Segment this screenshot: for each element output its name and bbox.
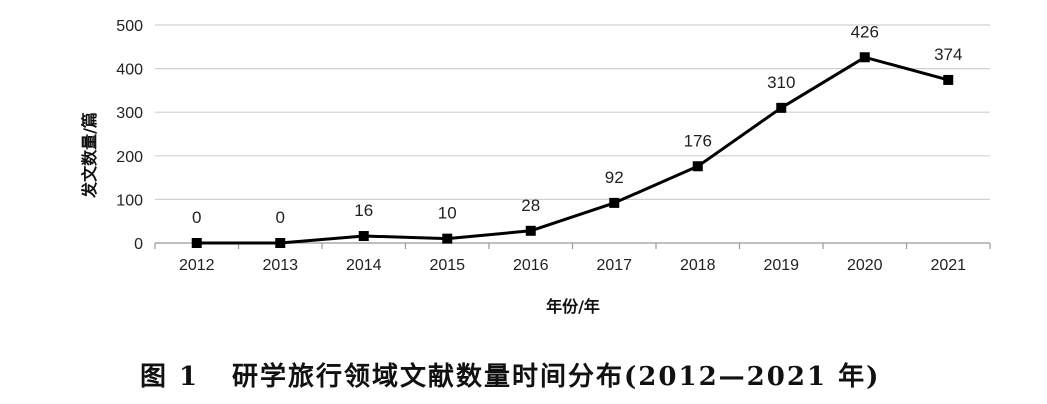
y-axis-tick-labels: 0 100 200 300 400 500 <box>116 18 143 253</box>
grid-lines <box>155 24 990 200</box>
figure-caption: 研学旅行领域文献数量时间分布(2012—2021 年) <box>232 361 880 392</box>
data-label: 176 <box>684 131 712 150</box>
series-line <box>196 55 949 245</box>
data-point-marker <box>358 231 369 242</box>
data-point-marker <box>275 238 286 248</box>
data-label: 92 <box>605 168 624 187</box>
data-label: 16 <box>354 201 373 220</box>
data-label: 10 <box>438 204 457 223</box>
data-point-marker <box>525 225 536 236</box>
x-axis-tick-labels: 2012 2013 2014 2015 2016 2017 2018 2019 2020 2021 <box>179 257 966 274</box>
x-tick-label: 2020 <box>847 257 883 274</box>
data-label: 0 <box>276 208 285 227</box>
y-tick-label: 500 <box>116 18 143 35</box>
data-point-marker <box>609 197 620 208</box>
data-point-marker <box>776 102 787 113</box>
data-label: 0 <box>192 208 201 227</box>
x-tick-label: 2013 <box>262 257 298 274</box>
series-line-group <box>196 55 949 245</box>
x-tick-label: 2018 <box>680 257 716 274</box>
data-point-marker <box>859 52 870 63</box>
y-tick-label: 200 <box>116 149 143 166</box>
y-tick-label: 0 <box>134 236 143 253</box>
data-point-marker <box>943 74 954 85</box>
figure-number: 图 1 <box>140 362 199 392</box>
y-tick-label: 400 <box>116 62 143 79</box>
x-tick-label: 2017 <box>596 257 632 274</box>
y-axis-title: 发文数量/篇 <box>80 112 99 199</box>
y-tick-label: 100 <box>116 192 143 209</box>
data-label: 374 <box>934 45 962 64</box>
data-label: 310 <box>767 73 795 92</box>
x-tick-label: 2014 <box>346 257 382 274</box>
x-tick-label: 2016 <box>513 257 549 274</box>
data-label: 28 <box>521 196 540 215</box>
x-tick-label: 2015 <box>429 257 465 274</box>
x-tick-label: 2021 <box>930 257 966 274</box>
data-point-marker <box>692 161 703 172</box>
data-point-marker <box>442 233 453 244</box>
x-tick-label: 2019 <box>763 257 799 274</box>
series-markers <box>191 52 954 248</box>
x-tick-label: 2012 <box>179 257 215 274</box>
data-point-marker <box>191 238 202 248</box>
data-labels: 0 0 16 10 28 92 176 310 426 374 <box>192 22 962 227</box>
x-axis-title: 年份/年 <box>546 297 600 316</box>
y-tick-label: 300 <box>116 105 143 122</box>
data-label: 426 <box>851 22 879 41</box>
